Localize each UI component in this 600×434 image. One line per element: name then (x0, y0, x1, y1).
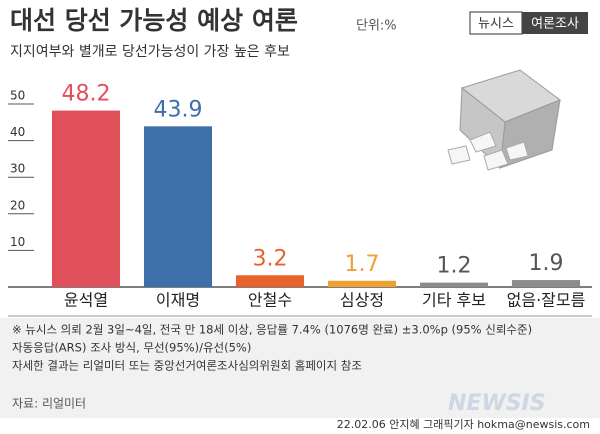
x-tick-label: 없음·잘모름 (507, 291, 586, 310)
bar (511, 280, 581, 287)
watermark: NEWSIS (448, 391, 546, 416)
x-tick-label: 심상정 (340, 291, 384, 310)
note: 자세한 결과는 리얼미터 또는 중앙선거여론조사심의위원회 홈페이지 참조 (12, 359, 362, 373)
bar (51, 110, 121, 287)
brand-name: 뉴시스 (478, 17, 514, 32)
chart-title: 대선 당선 가능성 예상 여론 (10, 6, 298, 35)
y-tick-label: 20 (10, 198, 25, 212)
credit: 22.02.06 안지혜 그래픽기자 hokma@newsis.com (337, 418, 590, 431)
notes-background (0, 318, 600, 418)
bar (143, 126, 213, 288)
y-tick-label: 40 (10, 125, 25, 139)
bar (419, 282, 489, 287)
source: 자료: 리얼미터 (12, 397, 86, 411)
y-tick-label: 50 (10, 89, 25, 103)
subtitle: 지지여부와 별개로 당선가능성이 가장 높은 후보 (10, 44, 290, 60)
value-label: 48.2 (62, 82, 111, 107)
value-label: 1.2 (437, 254, 472, 279)
note: ※ 뉴시스 의뢰 2월 3일~4일, 전국 만 18세 이상, 응답률 7.4%… (12, 323, 532, 337)
x-tick-label: 윤석열 (64, 291, 108, 310)
y-tick-label: 30 (10, 162, 25, 176)
note: 자동응답(ARS) 조사 방식, 무선(95%)/유선(5%) (12, 341, 251, 355)
value-label: 1.9 (529, 251, 564, 276)
value-label: 3.2 (253, 246, 288, 271)
value-label: 1.7 (345, 252, 380, 277)
x-tick-label: 안철수 (248, 291, 292, 310)
ballot-box-icon (447, 69, 562, 171)
bar (327, 280, 397, 287)
y-tick-label: 10 (10, 235, 25, 249)
unit-label: 단위:% (356, 19, 397, 34)
x-tick-label: 이재명 (156, 291, 200, 310)
x-tick-label: 기타 후보 (422, 291, 486, 310)
bar (235, 275, 305, 287)
value-label: 43.9 (154, 97, 203, 122)
brand-section: 여론조사 (531, 17, 579, 32)
brand-box-dark (522, 12, 588, 34)
